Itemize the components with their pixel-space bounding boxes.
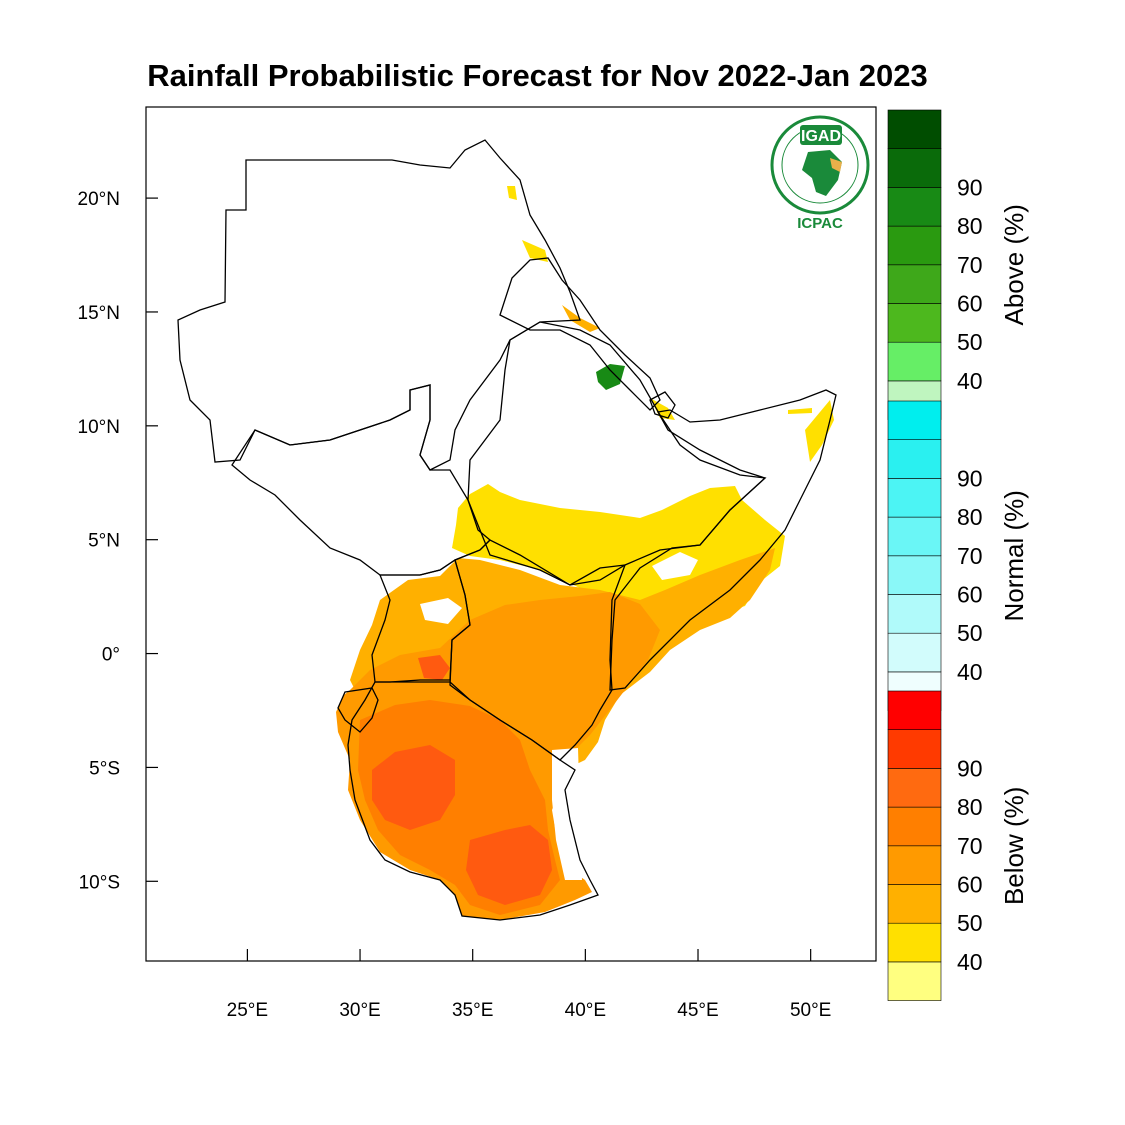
colorbar-label: 40: [957, 659, 983, 685]
colorbar-label: 40: [957, 368, 983, 394]
colorbar-swatch: [887, 768, 942, 808]
shading-band-80: [372, 745, 455, 830]
shading-gap-3: [552, 748, 582, 880]
lat-tick-label: 15°N: [78, 303, 120, 324]
colorbar-label: 90: [957, 465, 983, 491]
colorbar-label: 50: [957, 620, 983, 646]
shading-gap-2: [652, 552, 698, 580]
colorbar-swatch: [887, 225, 942, 266]
colorbar-label: 70: [957, 543, 983, 569]
colorbar-title: Normal (%): [999, 490, 1029, 621]
colorbar-swatch: [887, 400, 942, 441]
somalia-outline: [609, 389, 837, 691]
colorbar-title: Below (%): [999, 787, 1029, 905]
lon-tick-label: 35°E: [452, 1000, 493, 1021]
lat-tick-label: 20°N: [78, 189, 120, 210]
colorbar-label: 50: [957, 910, 983, 936]
colorbar-swatch: [887, 690, 942, 731]
horn-highlight-icon: [830, 158, 842, 172]
rwanda-burundi-outline: [337, 687, 379, 733]
shading-band-80-south: [466, 825, 552, 905]
shading-patch-2: [522, 240, 548, 262]
longitude-axis: 25°E 30°E 35°E 40°E 45°E 50°E: [227, 949, 831, 1021]
colorbar-swatch: [887, 439, 942, 479]
tanzania-outline: [347, 681, 599, 921]
colorbar-swatch: [887, 961, 942, 1001]
lon-tick-label: 30°E: [339, 1000, 380, 1021]
colorbar-swatch: [887, 806, 942, 847]
colorbar-swatch: [887, 109, 942, 150]
colorbar-swatch: [887, 341, 942, 382]
colorbar-swatch: [887, 148, 942, 188]
colorbar-swatch: [887, 884, 942, 924]
colorbar-swatch: [887, 303, 942, 343]
lon-tick-label: 25°E: [227, 1000, 268, 1021]
forecast-shading: [336, 186, 834, 920]
colorbar-swatch: [887, 187, 942, 227]
shading-above-patch: [596, 364, 625, 390]
logo-top-text: IGAD: [801, 128, 841, 145]
colorbar-label: 70: [957, 252, 983, 278]
colorbar-label: 70: [957, 833, 983, 859]
lat-tick-label: 5°S: [89, 758, 120, 779]
latitude-axis: 20°N 15°N 10°N 5°N 0° 5°S 10°S: [78, 189, 158, 893]
shading-patch-5: [805, 400, 834, 462]
colorbar-above: 40 50 60 70 80 90 Above (%): [887, 109, 1029, 420]
djibouti-outline: [649, 391, 676, 419]
colorbar-label: 80: [957, 794, 983, 820]
colorbar-title: Above (%): [999, 204, 1029, 325]
shading-band-80-lake: [418, 655, 450, 680]
igad-icpac-logo: IGAD ICPAC: [770, 115, 870, 232]
lat-tick-label: 5°N: [88, 531, 120, 552]
lat-tick-label: 10°S: [79, 872, 120, 893]
colorbar-swatch: [887, 922, 942, 963]
lon-tick-label: 45°E: [677, 1000, 718, 1021]
colorbar-below: 40 50 60 70 80 90 Below (%): [887, 690, 1029, 1001]
colorbar-label: 60: [957, 291, 983, 317]
uganda-outline: [371, 558, 471, 683]
colorbar-label: 60: [957, 872, 983, 898]
colorbar-normal: 40 50 60 70 80 90 Normal (%): [887, 400, 1029, 711]
colorbar-swatch: [887, 516, 942, 557]
country-borders: [177, 139, 837, 921]
colorbar-label: 60: [957, 582, 983, 608]
lat-tick-label: 10°N: [78, 417, 120, 438]
colorbars: 40 50 60 70 80 90 Above (%) 40 50 60 70 80 90 Normal …: [887, 109, 1029, 1001]
lat-tick-label: 0°: [102, 645, 120, 666]
lon-tick-label: 50°E: [790, 1000, 831, 1021]
colorbar-swatch: [887, 845, 942, 885]
shading-gap-1: [420, 598, 462, 624]
colorbar-swatch: [887, 478, 942, 518]
shading-patch-6: [788, 408, 812, 414]
colorbar-label: 40: [957, 949, 983, 975]
logo-top-banner: [800, 125, 842, 145]
colorbar-label: 50: [957, 329, 983, 355]
shading-patch-3: [562, 305, 600, 332]
colorbar-label: 80: [957, 213, 983, 239]
eritrea-outline: [499, 257, 661, 411]
colorbar-swatch: [887, 729, 942, 769]
map-title: Rainfall Probabilistic Forecast for Nov …: [147, 58, 928, 93]
colorbar-swatch: [887, 264, 942, 304]
lon-tick-label: 40°E: [565, 1000, 606, 1021]
colorbar-label: 80: [957, 504, 983, 530]
shading-patch-1: [507, 186, 517, 200]
logo-bottom-text: ICPAC: [797, 215, 843, 232]
colorbar-swatch: [887, 632, 942, 673]
colorbar-label: 90: [957, 755, 983, 781]
colorbar-swatch: [887, 594, 942, 634]
colorbar-swatch: [887, 555, 942, 595]
colorbar-label: 90: [957, 174, 983, 200]
